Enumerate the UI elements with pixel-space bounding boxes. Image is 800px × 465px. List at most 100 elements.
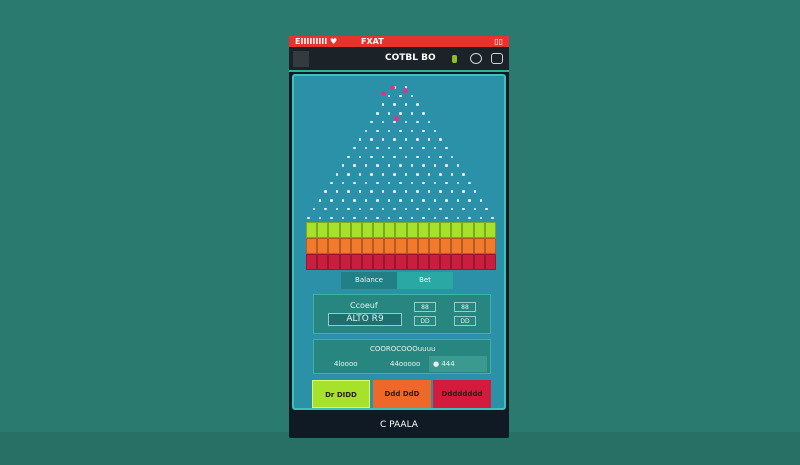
plinko-board: Balance Bet Ccoeuf ALTO R9 88 88 DD DD C… — [292, 74, 506, 410]
pin — [330, 181, 333, 185]
pin — [485, 207, 488, 211]
auto-field-1[interactable]: 4loooo — [334, 360, 358, 368]
pin — [399, 129, 402, 132]
pin — [307, 216, 310, 219]
pin — [445, 181, 448, 185]
pin — [450, 155, 454, 159]
pin — [393, 120, 396, 124]
leaf-icon — [452, 55, 457, 63]
app-header: COTBL BO — [289, 47, 509, 72]
pin — [479, 216, 482, 219]
pin — [376, 164, 379, 167]
pin — [422, 112, 425, 115]
user-icon[interactable] — [470, 53, 482, 64]
pin — [387, 216, 390, 219]
bin — [451, 238, 463, 254]
ball — [394, 116, 399, 121]
bin — [417, 222, 429, 238]
bin — [384, 254, 396, 270]
phone-frame: EIIIIIIIII ♥ FXAT ▯▯ COTBL BO Balance Be… — [289, 36, 509, 438]
pin — [364, 129, 367, 132]
pin — [404, 190, 408, 193]
pin — [468, 199, 471, 202]
bin — [384, 238, 396, 254]
pin — [364, 164, 367, 167]
pin — [324, 207, 327, 211]
bin — [484, 254, 496, 270]
pin — [462, 207, 465, 211]
pin — [416, 190, 419, 193]
pin — [445, 164, 448, 167]
multiplier-bins — [306, 222, 496, 270]
pin — [347, 207, 350, 211]
bet-amount-input[interactable]: ALTO R9 — [328, 313, 402, 326]
pin — [376, 129, 379, 132]
pin — [427, 155, 431, 159]
pin — [450, 190, 454, 193]
bet-label: Ccoeuf — [350, 301, 378, 310]
red-button[interactable]: Dddddddd — [433, 380, 491, 408]
tab-bet[interactable]: Bet — [419, 276, 431, 284]
bin — [317, 254, 329, 270]
pin — [433, 216, 436, 219]
auto-label: COOROCOOOuuuu — [370, 345, 436, 353]
pin — [358, 138, 362, 141]
pin — [399, 94, 402, 98]
bin — [440, 222, 452, 238]
bin — [428, 222, 441, 238]
pin — [416, 138, 419, 141]
option-1[interactable]: 88 — [414, 302, 436, 312]
pin — [410, 146, 413, 150]
pin — [376, 146, 379, 150]
pin — [410, 129, 413, 132]
pin — [341, 164, 344, 167]
pin — [468, 216, 471, 219]
status-center: FXAT — [361, 37, 384, 46]
pin — [404, 207, 408, 211]
pin — [416, 120, 419, 124]
pin — [364, 216, 367, 219]
pin — [330, 199, 333, 202]
pin — [364, 199, 367, 202]
orange-button[interactable]: Ddd DdD — [373, 380, 431, 408]
ball — [381, 91, 386, 96]
pin — [318, 199, 321, 202]
pin — [462, 190, 465, 193]
pin — [341, 181, 344, 185]
pin — [399, 216, 402, 219]
pin — [370, 120, 373, 124]
bin — [451, 222, 463, 238]
pin — [404, 120, 408, 124]
pin — [433, 164, 436, 167]
pin — [427, 138, 431, 141]
pin — [358, 173, 362, 176]
pin — [433, 199, 436, 202]
pin — [410, 199, 413, 202]
bin — [350, 222, 362, 238]
bin — [484, 222, 496, 238]
pin — [341, 199, 344, 202]
tab-balance[interactable]: Balance — [341, 272, 397, 289]
pin — [341, 216, 344, 219]
ball — [390, 85, 395, 90]
bin — [462, 238, 474, 254]
status-right: ▯▯ — [494, 37, 503, 46]
bin — [451, 254, 463, 270]
pin — [427, 190, 431, 193]
menu-icon[interactable] — [293, 51, 309, 67]
option-2[interactable]: 88 — [454, 302, 476, 312]
pin — [376, 181, 379, 185]
pin — [381, 190, 385, 193]
pin — [387, 199, 390, 202]
option-3[interactable]: DD — [414, 316, 436, 326]
pin — [347, 173, 350, 176]
option-4[interactable]: DD — [454, 316, 476, 326]
auto-field-2[interactable]: 44ooooo — [390, 360, 421, 368]
pin — [422, 199, 425, 202]
pin — [404, 173, 408, 176]
auto-field-3[interactable]: ● 444 — [429, 356, 487, 372]
green-button[interactable]: Dr DIDD — [312, 380, 370, 408]
pin — [370, 190, 373, 193]
wallet-icon[interactable] — [491, 53, 503, 64]
pin — [387, 94, 390, 98]
